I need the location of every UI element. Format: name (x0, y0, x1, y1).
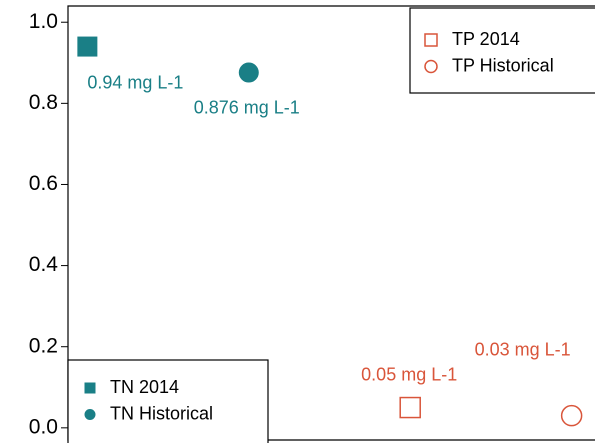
legend-box (409, 7, 595, 94)
point (77, 36, 98, 57)
y-tick-label: 1.0 (29, 10, 58, 33)
y-tick-label: 0.0 (29, 415, 58, 438)
y-tick-label: 0.2 (29, 334, 58, 357)
legend-label: TN 2014 (110, 377, 179, 397)
legend-label: TP 2014 (452, 29, 520, 49)
legend-label: TP Historical (452, 55, 554, 75)
point (238, 62, 259, 83)
legend-marker (424, 33, 438, 47)
plot-frame (67, 5, 595, 441)
legend-marker (424, 59, 438, 74)
point (560, 404, 583, 427)
value-label: 0.876 mg L-1 (194, 97, 300, 117)
legend-label: TN Historical (110, 403, 213, 423)
point (399, 396, 421, 419)
y-tick-label: 0.4 (29, 253, 59, 276)
value-label: 0.03 mg L-1 (475, 339, 571, 359)
legend-marker (84, 409, 96, 420)
value-label: 0.05 mg L-1 (361, 364, 457, 384)
legend-box (67, 359, 269, 443)
y-tick-label: 0.8 (29, 91, 58, 114)
legend-marker (84, 382, 96, 394)
value-label: 0.94 mg L-1 (87, 72, 183, 92)
y-tick-label: 0.6 (29, 172, 58, 195)
